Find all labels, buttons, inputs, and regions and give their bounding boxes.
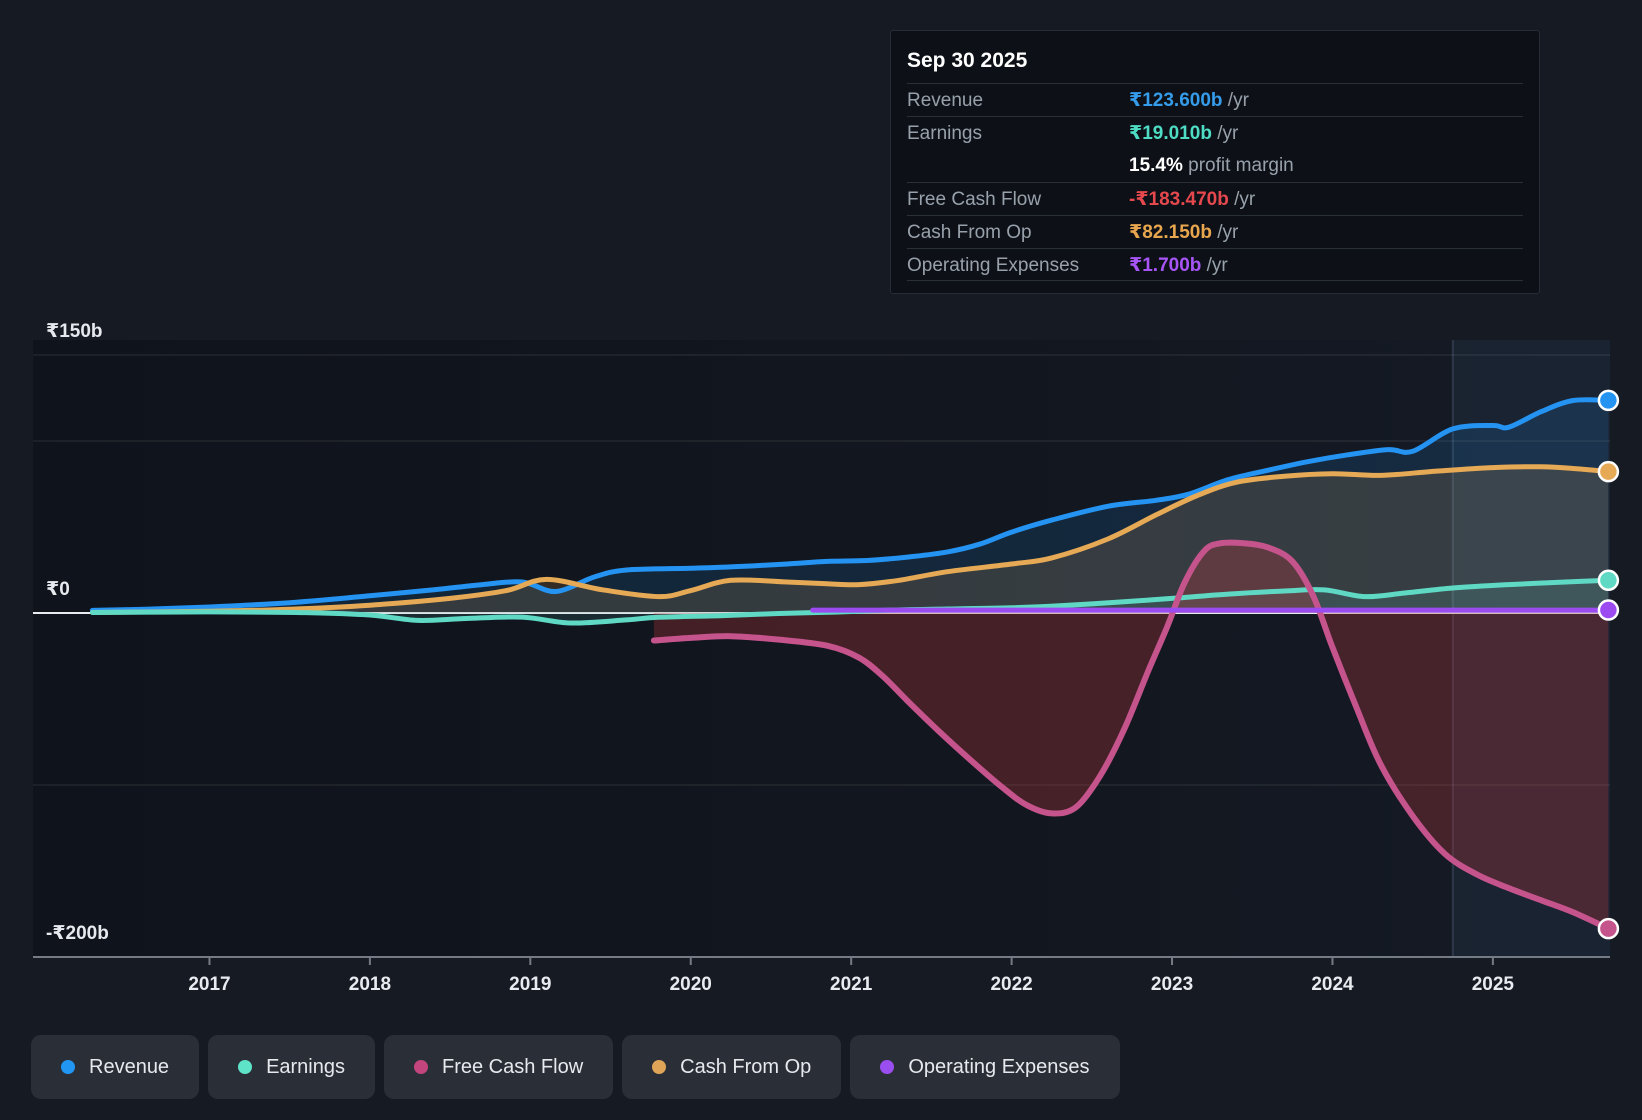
tooltip-row: Revenue ₹123.600b /yr <box>907 83 1523 116</box>
tooltip-row: 15.4% profit margin <box>907 149 1523 182</box>
area-fill-free-cash-flow <box>653 542 1609 929</box>
tooltip-rows: Revenue ₹123.600b /yr Earnings ₹19.010b /yr… <box>907 83 1523 281</box>
legend-color-dot <box>61 1060 75 1074</box>
legend-color-dot <box>238 1060 253 1074</box>
forecast-band <box>1452 340 1610 957</box>
tooltip-row: Free Cash Flow -₹183.470b /yr <box>907 182 1523 215</box>
tooltip-row-label <box>907 149 1129 182</box>
tooltip-row-label: Earnings <box>907 123 982 144</box>
x-axis-label: 2025 <box>1472 974 1515 995</box>
endpoint-marker-revenue <box>1597 389 1620 412</box>
series-group <box>89 397 1610 932</box>
x-axis-label: 2020 <box>670 974 712 995</box>
x-axis-label: 2023 <box>1151 974 1193 995</box>
tooltip-row-value: 15.4% profit margin <box>1129 155 1294 176</box>
tooltip-row: Cash From Op ₹82.150b /yr <box>907 215 1523 248</box>
tooltip-row-value: -₹183.470b /yr <box>1129 189 1256 210</box>
tooltip-row-suffix: /yr <box>1228 189 1256 210</box>
legend-color-dot <box>880 1060 895 1074</box>
x-axis-label: 2018 <box>349 974 391 995</box>
chart-legend: Revenue Earnings Free Cash Flow Cash From O… <box>31 1035 1120 1099</box>
x-axis-label: 2021 <box>830 974 873 995</box>
tooltip-row-suffix: /yr <box>1201 255 1228 276</box>
tooltip-row-label: Revenue <box>907 90 984 111</box>
tooltip-row-suffix: profit margin <box>1182 155 1294 176</box>
endpoint-marker-free-cash-flow <box>1597 917 1620 940</box>
tooltip-row-label: Operating Expenses <box>907 255 1080 276</box>
tooltip-row-value: ₹1.700b /yr <box>1129 255 1228 276</box>
x-axis-label: 2024 <box>1311 974 1354 995</box>
y-axis-label: -₹200b <box>46 923 109 944</box>
area-fill-cash-from-op <box>92 466 1609 613</box>
tooltip-row-suffix: /yr <box>1211 123 1239 144</box>
tooltip-row-value: ₹123.600b /yr <box>1129 90 1249 111</box>
x-axis-label: 2017 <box>188 974 230 995</box>
area-fill-revenue <box>92 399 1609 613</box>
legend-color-dot <box>414 1060 428 1074</box>
plot-background <box>33 340 1610 957</box>
tooltip-row-value: ₹82.150b /yr <box>1129 222 1239 243</box>
tooltip-date: Sep 30 2025 <box>907 49 1028 72</box>
legend-label: Revenue <box>89 1055 170 1078</box>
tooltip-row: Operating Expenses ₹1.700b /yr <box>907 248 1523 281</box>
x-axis-label: 2022 <box>990 974 1032 995</box>
legend-item-cash-from-op[interactable]: Cash From Op <box>622 1035 842 1099</box>
legend-item-earnings[interactable]: Earnings <box>208 1035 375 1099</box>
legend-label: Free Cash Flow <box>442 1055 584 1078</box>
tooltip-row-label: Free Cash Flow <box>907 189 1042 210</box>
tooltip-row-suffix: /yr <box>1211 222 1239 243</box>
line-free-cash-flow <box>650 539 1610 932</box>
x-axis-label: 2019 <box>509 974 551 995</box>
legend-label: Operating Expenses <box>908 1055 1090 1078</box>
endpoint-marker-operating-expenses <box>1597 599 1620 621</box>
legend-item-operating-expenses[interactable]: Operating Expenses <box>850 1035 1120 1099</box>
tooltip-row: Earnings ₹19.010b /yr <box>907 116 1523 149</box>
data-tooltip: Sep 30 2025 Revenue ₹123.600b /yr Earnings… <box>890 30 1540 294</box>
legend-label: Cash From Op <box>680 1055 812 1078</box>
line-revenue <box>89 397 1610 613</box>
legend-color-dot <box>652 1060 667 1074</box>
y-axis-label: ₹0 <box>46 579 70 600</box>
tooltip-row-label: Cash From Op <box>907 222 1032 243</box>
legend-item-revenue[interactable]: Revenue <box>31 1035 200 1099</box>
tooltip-row-value: ₹19.010b /yr <box>1129 123 1239 144</box>
tooltip-row-suffix: /yr <box>1222 90 1249 111</box>
y-axis-label: ₹150b <box>46 321 103 342</box>
endpoint-marker-cash-from-op <box>1597 460 1620 483</box>
legend-label: Earnings <box>266 1055 345 1078</box>
endpoint-marker-earnings <box>1597 569 1620 592</box>
line-cash-from-op <box>89 464 1610 615</box>
legend-item-free-cash-flow[interactable]: Free Cash Flow <box>384 1035 614 1099</box>
